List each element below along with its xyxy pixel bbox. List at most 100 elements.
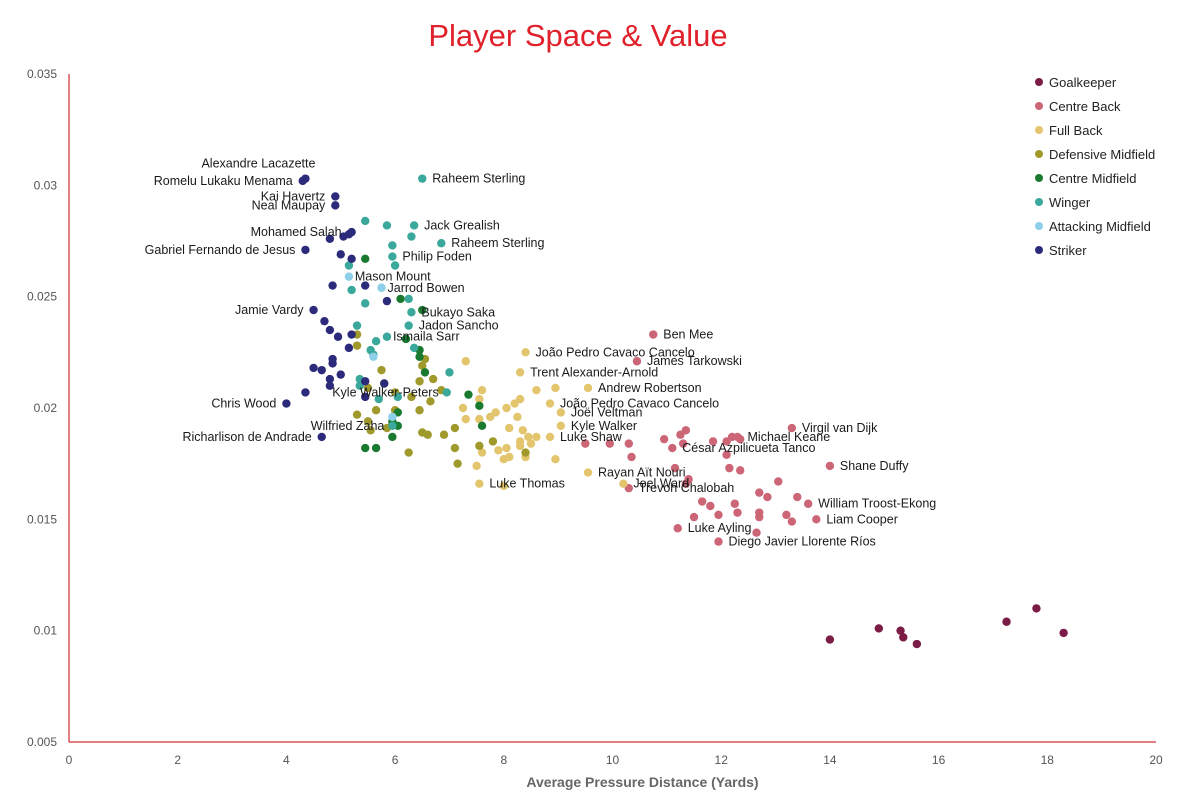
data-point [282, 399, 291, 408]
legend-item: Attacking Midfield [1035, 214, 1155, 238]
data-point [730, 499, 739, 508]
x-tick-label: 6 [392, 753, 399, 767]
data-point [374, 394, 383, 404]
data-point [371, 443, 381, 453]
data-point [347, 330, 356, 339]
data-point [361, 377, 370, 386]
data-point [418, 361, 427, 370]
data-point [787, 517, 797, 526]
data-point [325, 374, 335, 384]
data-point [301, 388, 310, 397]
data-point [649, 330, 658, 339]
data-point [583, 383, 593, 393]
data-point [513, 412, 522, 422]
legend-swatch [1035, 198, 1043, 206]
data-point [361, 281, 370, 290]
data-point [371, 337, 381, 346]
data-point [668, 443, 677, 453]
point-label: Mason Mount [355, 270, 431, 284]
data-point [325, 325, 335, 335]
data-point [361, 299, 370, 308]
point-label: Jarrod Bowen [388, 281, 465, 295]
data-point [727, 432, 737, 442]
series-striker [282, 174, 392, 442]
data-point [502, 443, 511, 453]
data-point [396, 294, 405, 304]
point-label: William Troost-Ekong [818, 497, 936, 511]
legend-swatch [1035, 222, 1043, 230]
data-point [803, 499, 813, 508]
y-tick-label: 0.015 [27, 512, 57, 526]
data-point [388, 252, 397, 261]
x-tick-label: 8 [500, 753, 507, 767]
point-label: Trevoh Chalobah [639, 481, 734, 495]
data-point [605, 439, 614, 448]
point-label: César Azpilicueta Tanco [682, 441, 815, 455]
data-point [409, 343, 419, 353]
data-point [793, 492, 802, 502]
data-point [488, 437, 498, 446]
x-tick-label: 20 [1149, 753, 1163, 767]
point-label: Virgil van Dijk [802, 421, 878, 435]
point-label: Ismaila Sarr [393, 330, 460, 344]
point-label: Jamie Vardy [235, 303, 304, 317]
legend-item: Defensive Midfield [1035, 142, 1155, 166]
data-point [624, 439, 634, 448]
data-point [401, 334, 411, 344]
data-point [755, 512, 764, 522]
data-point [331, 201, 340, 210]
point-label: Kyle Walker [571, 419, 637, 433]
data-point [899, 633, 908, 642]
data-point [499, 481, 508, 491]
data-point [475, 414, 484, 424]
data-point [320, 316, 329, 326]
data-point [390, 261, 400, 270]
data-point [309, 363, 318, 373]
data-point [477, 385, 487, 395]
data-point [697, 497, 707, 506]
legend-item: Winger [1035, 190, 1155, 214]
data-point [532, 432, 541, 442]
data-point [755, 488, 764, 497]
data-point [874, 624, 884, 633]
data-point [681, 426, 691, 435]
point-label: Kyle Walker-Peters [332, 385, 439, 399]
data-point [331, 192, 340, 201]
data-point [556, 421, 566, 431]
data-point [472, 461, 481, 471]
data-point [453, 459, 462, 468]
data-point [763, 492, 772, 502]
data-point [380, 379, 389, 388]
data-point [439, 430, 449, 439]
data-point [551, 383, 560, 393]
data-point [736, 434, 745, 444]
data-point [407, 308, 416, 317]
y-tick-label: 0.03 [34, 178, 58, 192]
data-point [325, 234, 335, 243]
data-point [896, 626, 905, 635]
data-point [325, 381, 335, 390]
data-point [461, 414, 470, 424]
data-point [510, 399, 519, 408]
legend-swatch [1035, 78, 1043, 86]
y-tick-label: 0.005 [27, 735, 57, 749]
data-point [515, 368, 525, 377]
data-point [404, 448, 413, 457]
data-point [461, 357, 470, 366]
data-point [363, 417, 373, 426]
point-label: Diego Javier Llorente Ríos [728, 535, 875, 549]
data-point [689, 512, 699, 522]
data-point [382, 221, 392, 230]
data-point [361, 392, 370, 402]
data-point [377, 283, 386, 292]
legend-item: Centre Back [1035, 94, 1155, 118]
point-label: Raheem Sterling [432, 172, 525, 186]
data-point [812, 515, 821, 524]
series-goalkeeper [825, 604, 1068, 649]
data-point [361, 254, 370, 264]
series-centre-back [581, 330, 835, 546]
point-label: Shane Duffy [840, 459, 909, 473]
data-point [352, 321, 362, 330]
data-point [388, 421, 397, 431]
